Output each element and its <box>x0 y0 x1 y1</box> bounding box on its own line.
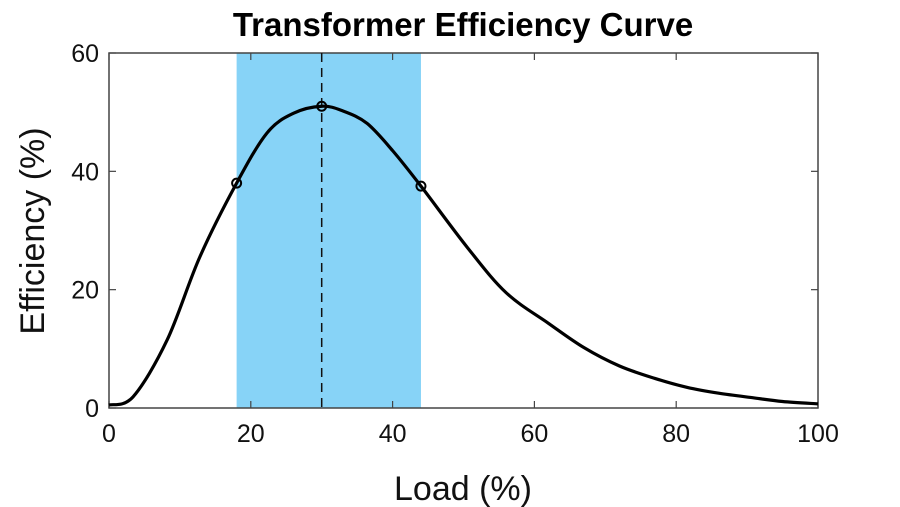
data-point-marker <box>316 100 328 112</box>
x-axis-label: Load (%) <box>394 470 532 507</box>
y-tick-label: 0 <box>85 395 99 423</box>
y-tick-label: 40 <box>71 158 99 186</box>
x-tick-label: 60 <box>520 420 548 448</box>
y-axis-label: Efficiency (%) <box>14 127 52 334</box>
chart-title: Transformer Efficiency Curve <box>233 6 693 43</box>
y-tick-label: 20 <box>71 277 99 305</box>
plot-area: 0 20 40 60 80 100 0 20 40 60 <box>71 40 839 448</box>
x-tick-label: 100 <box>797 420 839 448</box>
data-point-marker <box>231 177 243 189</box>
shaded-region <box>236 53 421 408</box>
data-point-marker <box>415 180 427 192</box>
efficiency-curve <box>108 104 819 407</box>
x-tick-label: 20 <box>237 420 265 448</box>
axes-box <box>108 52 819 409</box>
x-tick-label: 80 <box>662 420 690 448</box>
x-tick-label: 0 <box>102 420 116 448</box>
x-tick-label: 40 <box>379 420 407 448</box>
y-tick-label: 60 <box>71 40 99 68</box>
